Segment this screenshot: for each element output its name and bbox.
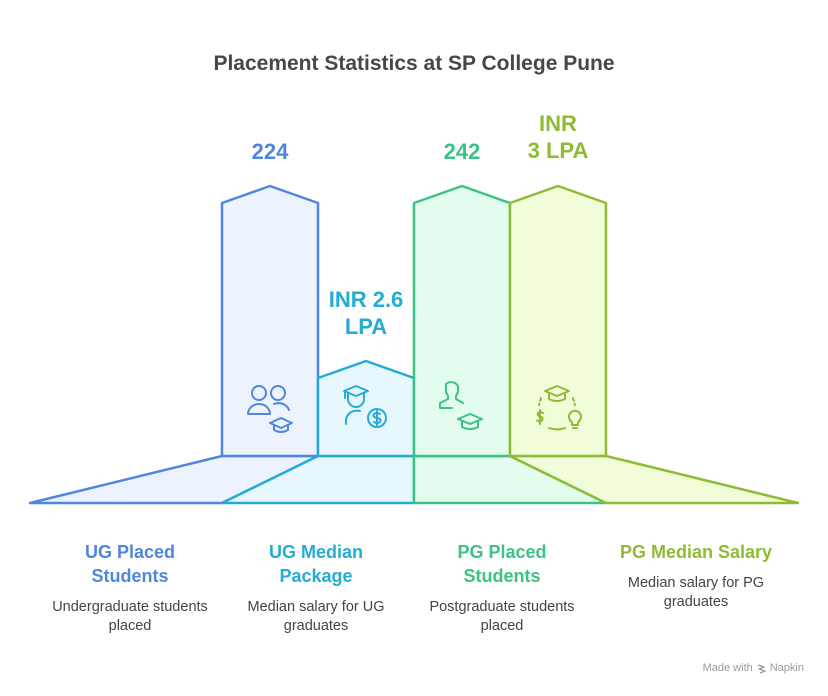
person-graduation-cap-icon: [439, 381, 483, 430]
column-pg-placed: [412, 184, 512, 458]
label-description: Median salary for UG graduates: [247, 599, 385, 634]
people-graduation-cap-icon: [247, 385, 293, 433]
value-pg-median: INR 3 LPA: [527, 111, 589, 163]
label-title: UG Median Package: [268, 542, 363, 586]
column-pg-median: [508, 184, 608, 458]
column-ug-median: [316, 359, 416, 458]
label-title: UG Placed Students: [84, 542, 176, 586]
cap-dollar-lightbulb-cycle-icon: [536, 385, 582, 431]
napkin-logo-icon: [757, 663, 766, 674]
label-ug-placed: UG Placed Students Undergraduate student…: [35, 540, 225, 636]
label-description: Postgraduate students placed: [429, 599, 575, 634]
value-ug-median: INR 2.6 LPA: [328, 287, 404, 339]
label-pg-placed: PG Placed Students Postgraduate students…: [407, 540, 597, 636]
label-pg-median: PG Median Salary Median salary for PG gr…: [601, 540, 791, 612]
value-ug-placed: 224: [251, 139, 289, 164]
value-pg-placed: 242: [443, 139, 481, 164]
column-ug-placed: [220, 184, 320, 458]
graduate-dollar-icon: [343, 385, 387, 428]
label-title: PG Placed Students: [457, 542, 547, 586]
label-description: Median salary for PG graduates: [627, 575, 765, 610]
napkin-watermark: Made with Napkin: [702, 662, 804, 674]
diagram-title: Placement Statistics at SP College Pune: [213, 52, 615, 75]
label-title: PG Median Salary: [619, 542, 773, 562]
label-description: Undergraduate students placed: [52, 599, 208, 634]
label-ug-median: UG Median Package Median salary for UG g…: [221, 540, 411, 636]
